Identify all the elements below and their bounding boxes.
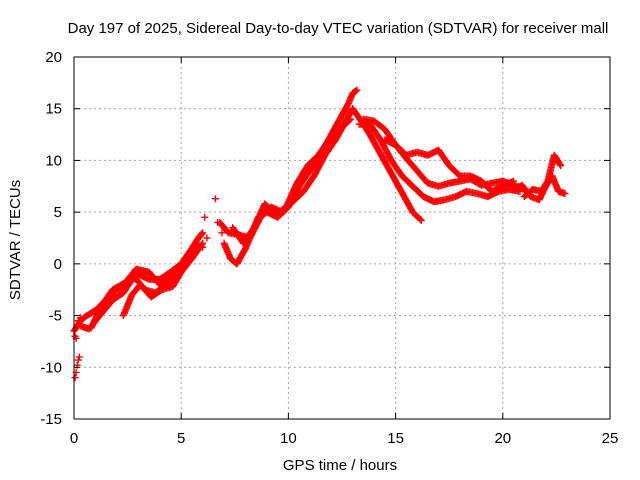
data-point xyxy=(212,195,220,203)
y-tick-label: -10 xyxy=(40,359,62,376)
y-tick-label: -5 xyxy=(49,308,62,325)
data-point xyxy=(201,213,209,221)
data-point xyxy=(510,177,518,185)
data-point xyxy=(218,229,226,237)
data-point xyxy=(198,230,206,238)
data-point xyxy=(352,87,360,95)
y-tick-label: 5 xyxy=(54,204,62,221)
y-tick-label: 15 xyxy=(45,101,62,118)
data-point xyxy=(199,243,207,251)
data-point xyxy=(417,216,425,224)
data-point xyxy=(199,229,207,237)
data-point xyxy=(76,314,84,322)
y-axis-label: SDTVAR / TECUs xyxy=(7,180,24,300)
data-point xyxy=(74,356,82,364)
x-tick-label: 0 xyxy=(70,430,78,447)
x-tick-label: 20 xyxy=(494,430,511,447)
y-tick-label: 0 xyxy=(54,256,62,273)
chart-title: Day 197 of 2025, Sidereal Day-to-day VTE… xyxy=(68,20,609,37)
data-point xyxy=(416,215,424,223)
plot-frame xyxy=(73,56,611,420)
y-tick-label: 10 xyxy=(45,152,62,169)
x-tick-label: 5 xyxy=(177,430,185,447)
data-point xyxy=(557,162,565,170)
x-tick-label: 25 xyxy=(602,430,619,447)
x-axis-label: GPS time / hours xyxy=(283,457,397,474)
data-point xyxy=(561,190,569,198)
y-tick-label: 20 xyxy=(45,49,62,66)
data-point xyxy=(353,86,361,94)
data-point xyxy=(203,234,211,242)
data-point xyxy=(347,115,355,123)
data-point xyxy=(71,374,79,382)
data-layer xyxy=(70,86,569,382)
data-point xyxy=(346,116,354,124)
x-tick-label: 15 xyxy=(387,430,404,447)
grid-lines xyxy=(74,57,610,419)
y-tick-label: -15 xyxy=(40,411,62,428)
x-tick-label: 10 xyxy=(280,430,297,447)
axis-ticks: 0 5 10 15 20 25 -15 -10 -5 0 5 10 15 20 xyxy=(40,49,618,447)
data-point xyxy=(556,160,564,168)
data-point xyxy=(75,353,83,361)
data-point xyxy=(214,218,222,226)
